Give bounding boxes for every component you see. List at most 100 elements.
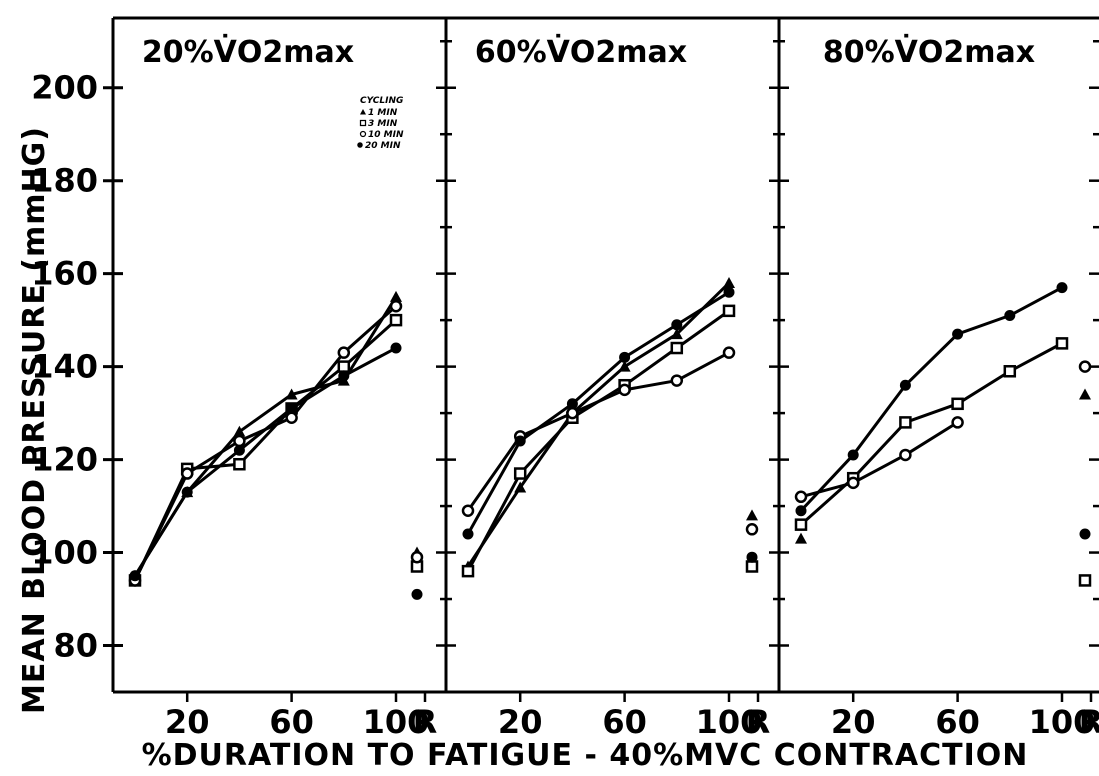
y-tick-label: 140 [31,348,98,386]
data-point [181,486,193,498]
y-tick-label: 160 [31,255,98,293]
data-point [951,416,964,429]
data-point [952,328,964,340]
y-tick-label: 200 [31,69,98,107]
chart-frame: 80 100 120 140 160 180 200 [31,16,1099,694]
series-line [133,319,397,582]
data-point [233,457,246,471]
series-line [800,342,1063,526]
series-line [466,351,730,512]
data-point [410,550,424,564]
data-point [566,398,578,410]
data-point [233,434,246,448]
data-point [745,523,759,536]
x-axis-label: %DURATION TO FATIGUE - 40%MVC CONTRACTIO… [142,738,1029,773]
y-tick-label: 120 [31,441,98,479]
data-point [233,444,245,456]
data-point [389,313,403,327]
data-point [670,374,684,387]
series-line [800,421,959,499]
x-tick-label: R [413,703,438,741]
series-line [466,290,730,535]
data-point [359,119,367,127]
y-tick-label: 180 [31,162,98,200]
x-tick-label: 60 [602,703,647,741]
x-tick-label: 60 [935,703,980,741]
data-point [846,476,860,490]
data-point [1078,360,1092,373]
y-tick-label: 100 [31,534,98,572]
data-point [619,351,631,363]
data-point [1056,282,1068,294]
data-point [180,467,194,480]
data-point [462,528,474,540]
x-tick-label: 100 [1029,703,1096,741]
data-point [670,328,683,340]
data-point [847,449,859,461]
data-point [1004,309,1016,321]
data-point [671,319,683,331]
legend-marker [360,109,366,115]
series-line [799,286,1063,512]
data-point [1003,365,1017,378]
x-tick-label: R [746,703,771,741]
data-point [514,435,526,447]
data-point [359,130,367,138]
data-point [357,142,363,148]
legend-marker [357,142,363,148]
data-point [461,504,475,517]
data-point [722,304,736,318]
x-tick-label: 100 [363,703,430,741]
data-point [233,425,246,437]
data-point [794,490,808,504]
series-line [466,281,731,568]
data-point [566,406,579,420]
data-point [360,109,366,115]
data-point [1079,528,1091,540]
data-point [337,346,351,359]
data-point [514,481,527,493]
data-point [745,560,759,573]
data-point [285,411,298,425]
data-point [1055,337,1069,350]
x-tick-label: 100 [696,703,763,741]
data-point [746,509,758,521]
data-point [899,379,911,391]
legend-title: CYCLING [360,96,403,106]
x-tick-label: 20 [165,703,210,741]
data-point [670,341,684,355]
data-point [618,383,631,397]
data-point [722,346,736,359]
data-point [286,402,298,414]
series-line [133,346,397,577]
data-point [1079,388,1091,400]
series-line [133,305,397,582]
data-point [129,570,141,582]
x-tick-label: 20 [498,703,543,741]
data-point [513,467,527,480]
panel-title: 80%V̇O2max [823,35,1035,70]
legend-marker [359,119,367,127]
data-point [723,276,735,288]
x-tick-label: 60 [269,703,314,741]
data-point [461,564,475,578]
data-point [899,416,912,429]
legend-entry: 3 MIN [368,119,398,129]
data-point [899,448,912,462]
y-tick-label: 80 [53,627,98,665]
data-point [794,518,808,531]
data-point [723,286,735,298]
data-point [390,290,402,302]
data-point [389,299,403,313]
panel-title: 60%V̇O2max [475,35,687,70]
legend-entry: 20 MIN [365,141,401,151]
legend-entry: 10 MIN [368,130,404,140]
legend-entry: 1 MIN [368,108,398,118]
data-point [390,342,402,354]
